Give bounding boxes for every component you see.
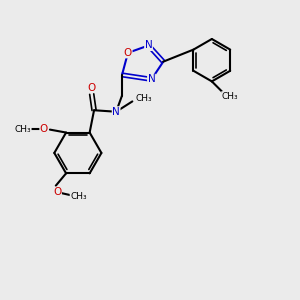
Text: CH₃: CH₃ bbox=[222, 92, 238, 100]
Text: N: N bbox=[145, 40, 152, 50]
Text: CH₃: CH₃ bbox=[70, 192, 87, 201]
Text: CH₃: CH₃ bbox=[135, 94, 152, 103]
Text: N: N bbox=[112, 107, 120, 117]
Text: O: O bbox=[40, 124, 48, 134]
Text: CH₃: CH₃ bbox=[14, 124, 31, 134]
Text: O: O bbox=[53, 187, 61, 197]
Text: O: O bbox=[88, 82, 96, 93]
Text: O: O bbox=[124, 48, 132, 58]
Text: N: N bbox=[148, 74, 155, 84]
